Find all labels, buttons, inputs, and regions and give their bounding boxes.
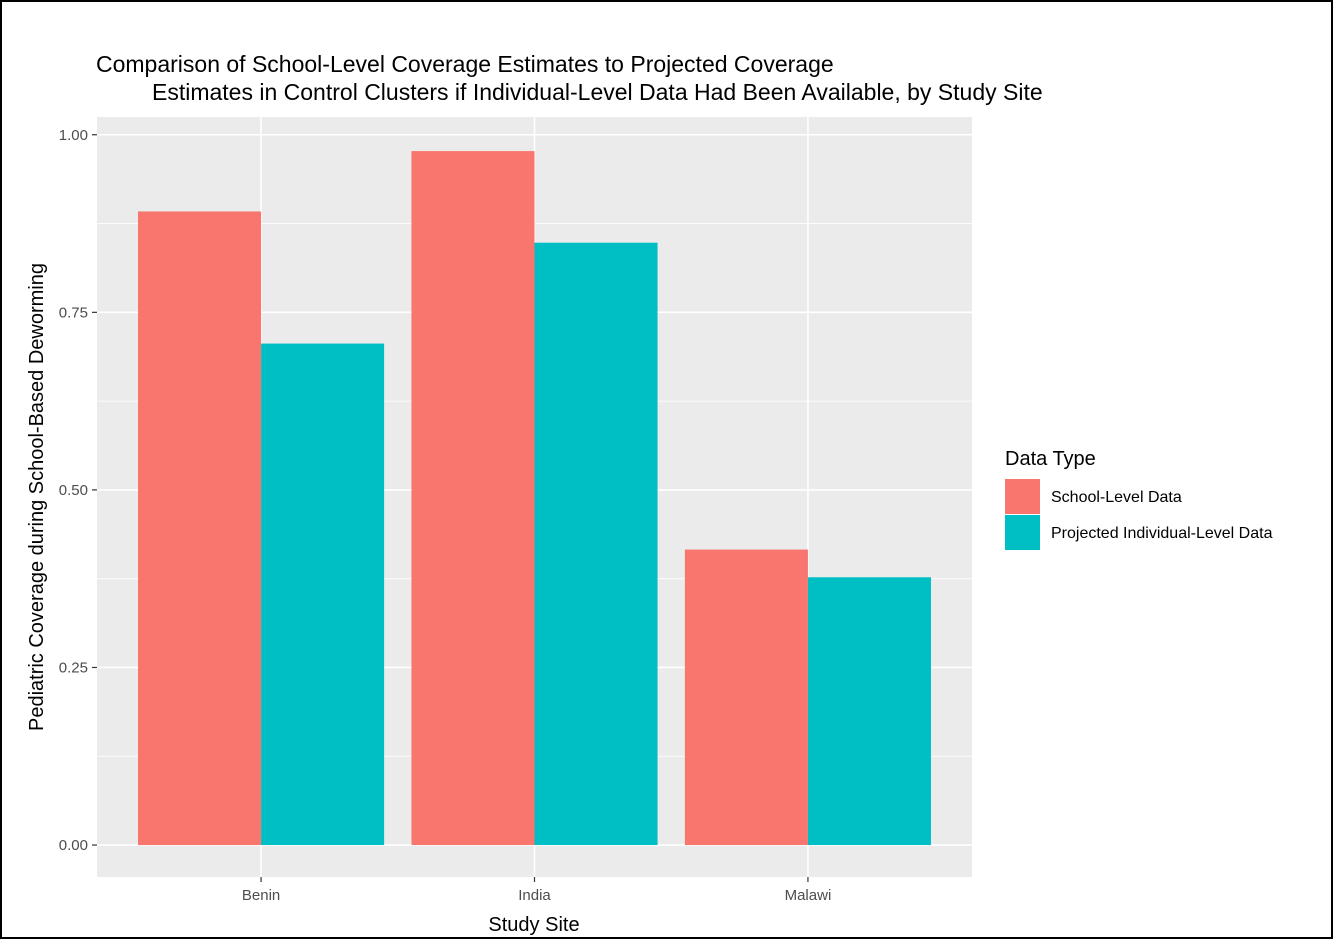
y-tick-label: 0.75 — [59, 304, 88, 321]
legend-label: School-Level Data — [1051, 489, 1182, 506]
y-tick-label: 0.50 — [59, 482, 88, 499]
bar-india-projected-individual-level — [534, 242, 658, 846]
y-tick-label: 0.00 — [59, 837, 88, 854]
bar-malawi-projected-individual-level — [807, 577, 931, 846]
x-tick-label: India — [518, 887, 551, 904]
chart-title-line2: Estimates in Control Clusters if Individ… — [152, 79, 1043, 105]
legend-key — [1005, 479, 1040, 514]
legend: Data Type School-Level Data Projected Ind… — [1005, 448, 1273, 550]
bar-benin-school-level — [138, 211, 262, 846]
bars-group — [138, 151, 931, 846]
bar-india-school-level — [411, 151, 535, 846]
legend-label: Projected Individual-Level Data — [1051, 525, 1273, 542]
chart-title: Comparison of School-Level Coverage Esti… — [96, 51, 834, 77]
bar-benin-projected-individual-level — [261, 343, 385, 846]
legend-title: Data Type — [1005, 448, 1096, 470]
x-tick-label: Malawi — [785, 887, 832, 904]
x-tick-label: Benin — [242, 887, 280, 904]
x-axis-title: Study Site — [488, 914, 579, 936]
legend-key — [1005, 515, 1040, 550]
bar-malawi-school-level — [684, 549, 808, 846]
x-axis: Benin India Malawi — [242, 877, 831, 904]
y-tick-label: 0.25 — [59, 659, 88, 676]
y-axis-title: Pediatric Coverage during School-Based D… — [26, 263, 48, 731]
y-tick-label: 1.00 — [59, 127, 88, 144]
y-axis: 0.00 0.25 0.50 0.75 1.00 — [59, 127, 97, 854]
